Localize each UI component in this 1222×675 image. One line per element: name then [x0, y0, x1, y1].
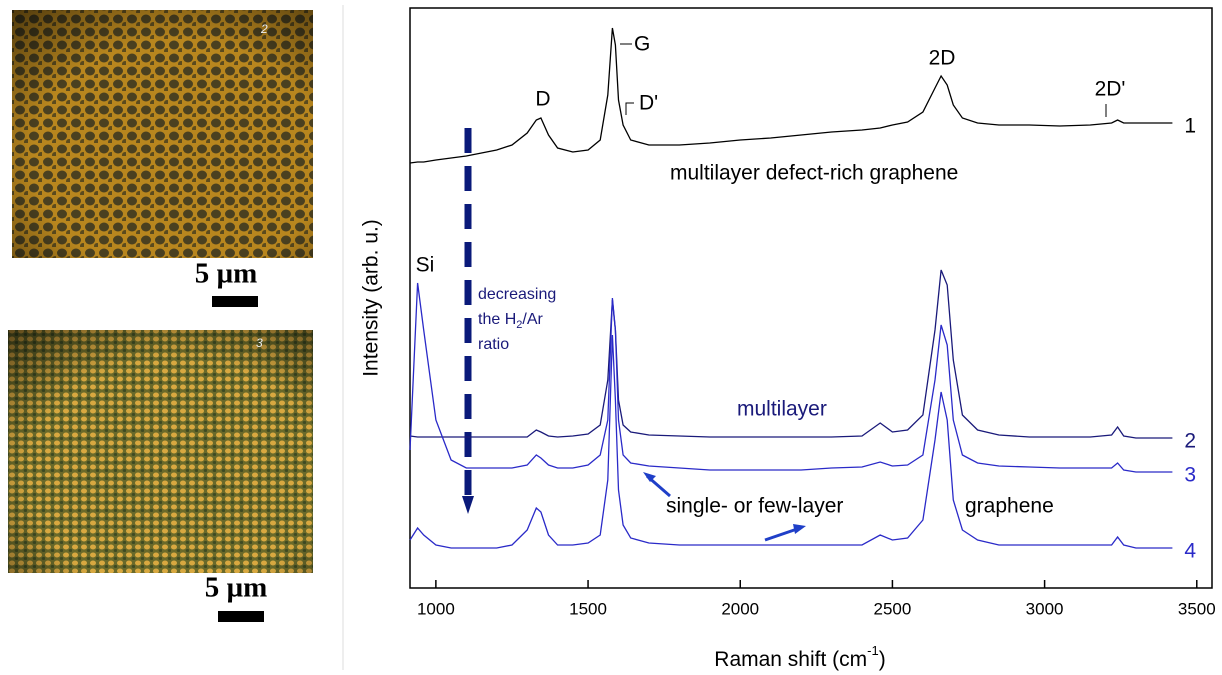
x-axis-label: Raman shift (cm-1): [714, 643, 885, 670]
note-line: the H2/Ar: [478, 311, 543, 331]
peak-label: Si: [416, 254, 435, 277]
note-text: /Ar: [522, 311, 543, 328]
note-sub: 2: [516, 319, 522, 331]
series-label: 3: [1184, 464, 1196, 487]
note-line: decreasing: [478, 286, 556, 303]
spectrum: [409, 282, 1173, 473]
series-label: 1: [1184, 115, 1196, 138]
arrowhead: [793, 524, 806, 534]
peak-label: 2D: [929, 47, 956, 70]
x-tick-label: 3500: [1178, 599, 1216, 618]
image-label: 3: [256, 336, 263, 350]
note-text: the H: [478, 311, 516, 328]
scale-bar: [218, 611, 264, 622]
spectrum: [409, 334, 1173, 549]
note-line: ratio: [478, 336, 509, 353]
annotation: multilayer defect-rich graphene: [670, 162, 958, 185]
annotation: single- or few-layer: [666, 495, 843, 518]
x-tick-label: 1000: [417, 599, 455, 618]
arrowhead: [643, 472, 656, 482]
x-label-end: ): [879, 648, 886, 671]
series-label: 4: [1184, 540, 1196, 563]
peak-label: 2D': [1095, 78, 1126, 101]
ratio-note: decreasing the H2/Ar ratio: [478, 286, 556, 353]
peak-label: D': [639, 92, 658, 115]
vignette: [8, 330, 313, 573]
scale-bar: [212, 296, 258, 307]
spectrum: [409, 269, 1173, 439]
x-tick-label: 2500: [874, 599, 912, 618]
annotation: graphene: [965, 495, 1054, 518]
x-label-text: Raman shift (cm: [714, 648, 867, 671]
scale-label: 5 µm: [195, 258, 258, 290]
peak-label: D: [535, 88, 550, 111]
series-label: 2: [1184, 430, 1196, 453]
x-label-sup: -1: [867, 643, 879, 658]
plot: Intensity (arb. u.) Raman shift (cm-1) D…: [360, 7, 1213, 671]
arrowhead: [462, 496, 474, 514]
leader: [625, 102, 634, 115]
x-tick-label: 1500: [569, 599, 607, 618]
plot-frame: [409, 7, 1213, 589]
scale-label: 5 µm: [205, 572, 268, 604]
spectrum: [409, 27, 1173, 164]
y-axis-label: Intensity (arb. u.): [360, 219, 383, 377]
vignette: [12, 10, 313, 258]
x-tick-label: 3000: [1026, 599, 1064, 618]
peak-label: G: [634, 33, 650, 56]
x-tick-label: 2000: [721, 599, 759, 618]
arrow: [764, 526, 801, 542]
image-label: 2: [260, 22, 268, 36]
annotation: multilayer: [737, 398, 827, 421]
